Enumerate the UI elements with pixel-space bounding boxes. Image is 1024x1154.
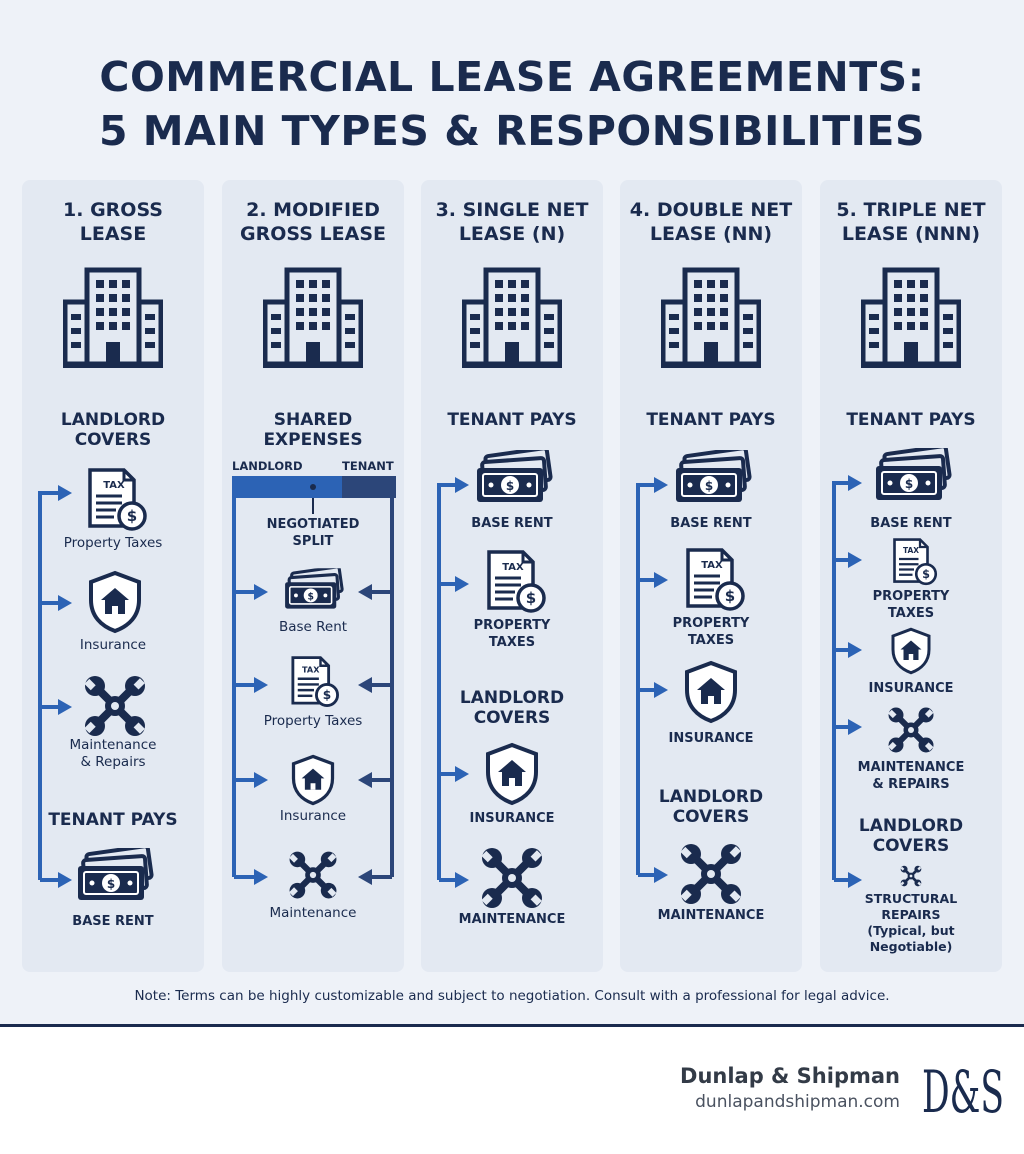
tenant-pays-heading: TENANT PAYS (447, 410, 577, 430)
title-line-2: 5 MAIN TYPES & RESPONSIBILITIES (99, 107, 925, 155)
structural-tools-icon (900, 865, 922, 887)
footer-divider (0, 1024, 1024, 1027)
maintenance-tools-icon (288, 850, 338, 900)
tax-document-icon: TAX $ (483, 550, 547, 614)
tenant-tag: TENANT (342, 459, 394, 473)
money-bills-icon: $ (473, 450, 553, 506)
shared-expenses-heading: SHARED EXPENSES (263, 410, 363, 450)
insurance-shield-icon (484, 742, 540, 806)
money-bills-icon: $ (672, 450, 752, 506)
negotiated-split-label: NEGOTIATED SPLIT (266, 517, 360, 549)
svg-text:$: $ (526, 589, 536, 607)
item-structural-repairs: STRUCTURAL REPAIRS (Typical, but Negotia… (864, 891, 958, 954)
svg-text:D&S: D&S (922, 1058, 1004, 1122)
item-property-taxes: Property Taxes (263, 713, 363, 729)
insurance-shield-icon (87, 570, 143, 634)
money-bills-icon: $ (74, 848, 154, 904)
svg-text:$: $ (127, 507, 137, 525)
column-double-net-lease: 4. DOUBLE NET LEASE (NN) TENANT PAYS $ B… (620, 180, 802, 972)
svg-text:$: $ (725, 587, 735, 605)
item-property-taxes: PROPERTY TAXES (473, 618, 551, 650)
insurance-shield-icon (290, 754, 336, 806)
item-property-taxes: Property Taxes (63, 535, 163, 551)
item-insurance: Insurance (79, 637, 147, 653)
landlord-tag: LANDLORD (232, 459, 303, 473)
column-gross-lease: 1. GROSS LEASE LANDLORD COVERS TAX $ Prop… (22, 180, 204, 972)
item-insurance: Insurance (279, 808, 347, 824)
landlord-covers-heading: LANDLORD COVERS (658, 787, 764, 827)
flow-arrows (636, 477, 668, 883)
tenant-pays-heading: TENANT PAYS (646, 410, 776, 430)
svg-text:TAX: TAX (302, 664, 320, 674)
svg-text:TAX: TAX (903, 546, 919, 555)
maintenance-tools-icon (480, 846, 544, 910)
item-maintenance: Maintenance & Repairs (69, 737, 157, 770)
item-insurance: INSURANCE (668, 731, 754, 746)
item-base-rent: BASE RENT (670, 516, 752, 531)
brand-name: Dunlap & Shipman (680, 1064, 900, 1088)
column-modified-gross-lease: 2. MODIFIED GROSS LEASE SHARED EXPENSES … (222, 180, 404, 972)
maintenance-tools-icon (679, 842, 743, 906)
item-insurance: INSURANCE (469, 811, 555, 826)
column-triple-net-lease: 5. TRIPLE NET LEASE (NNN) TENANT PAYS $ … (820, 180, 1002, 972)
tax-document-icon: TAX $ (682, 548, 746, 612)
flow-arrows (38, 485, 72, 888)
tax-document-icon: TAX $ (288, 656, 340, 708)
svg-text:TAX: TAX (701, 560, 723, 571)
tax-document-icon: TAX $ (84, 468, 148, 532)
item-insurance: INSURANCE (868, 681, 954, 696)
disclaimer-note: Note: Terms can be highly customizable a… (134, 988, 890, 1004)
brand-url: dunlapandshipman.com (695, 1092, 900, 1112)
landlord-share-bar (232, 476, 342, 498)
dunlap-shipman-logo: D&S (922, 1058, 1004, 1122)
item-base-rent: Base Rent (278, 619, 348, 635)
svg-text:$: $ (506, 479, 514, 493)
insurance-shield-icon (683, 660, 739, 724)
svg-text:$: $ (323, 688, 331, 702)
item-base-rent: BASE RENT (471, 516, 553, 531)
flow-arrows (832, 475, 862, 888)
landlord-covers-heading: LANDLORD COVERS (459, 688, 565, 728)
item-maintenance: MAINTENANCE (657, 908, 765, 923)
svg-text:$: $ (705, 479, 713, 493)
tenant-pays-heading: TENANT PAYS (846, 410, 976, 430)
title-line-1: COMMERCIAL LEASE AGREEMENTS: (99, 53, 925, 101)
item-base-rent: BASE RENT (72, 914, 154, 929)
svg-text:$: $ (905, 477, 913, 491)
money-bills-icon: $ (872, 448, 952, 504)
tenant-pays-heading: TENANT PAYS (48, 810, 178, 830)
insurance-shield-icon (890, 627, 932, 675)
column-title: 3. SINGLE NET LEASE (N) (435, 199, 589, 245)
landlord-covers-heading: LANDLORD COVERS (858, 816, 964, 856)
svg-text:TAX: TAX (502, 562, 524, 573)
item-property-taxes: PROPERTY TAXES (672, 616, 750, 648)
column-title: 5. TRIPLE NET LEASE (NNN) (836, 199, 986, 245)
flow-arrows (437, 477, 469, 888)
column-title: 1. GROSS LEASE (63, 199, 163, 245)
page-title: COMMERCIAL LEASE AGREEMENTS: 5 MAIN TYPE… (0, 50, 1024, 158)
item-maintenance-repairs: MAINTENANCE & REPAIRS (857, 760, 965, 792)
svg-text:$: $ (307, 591, 313, 602)
svg-text:$: $ (922, 568, 930, 581)
tax-document-icon: TAX $ (890, 538, 938, 586)
item-maintenance: MAINTENANCE (458, 912, 566, 927)
maintenance-tools-icon (887, 706, 935, 754)
svg-text:TAX: TAX (103, 480, 125, 491)
money-bills-icon: $ (282, 568, 344, 612)
flow-arrows (232, 484, 394, 885)
item-maintenance: Maintenance (269, 905, 357, 921)
column-title: 2. MODIFIED GROSS LEASE (240, 199, 386, 245)
svg-text:$: $ (107, 877, 115, 891)
maintenance-tools-icon (83, 674, 147, 738)
item-property-taxes: PROPERTY TAXES (872, 589, 950, 621)
column-single-net-lease: 3. SINGLE NET LEASE (N) TENANT PAYS $ BA… (421, 180, 603, 972)
item-base-rent: BASE RENT (870, 516, 952, 531)
column-title: 4. DOUBLE NET LEASE (NN) (629, 199, 793, 245)
tenant-share-bar (342, 476, 396, 498)
landlord-covers-heading: LANDLORD COVERS (60, 410, 166, 450)
